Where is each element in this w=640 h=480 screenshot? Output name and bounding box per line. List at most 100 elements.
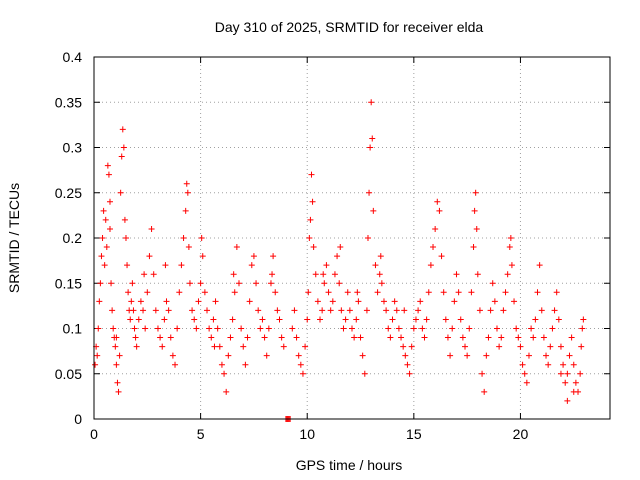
data-point (193, 325, 200, 332)
data-point (353, 316, 360, 323)
data-point (302, 343, 309, 350)
data-point (393, 307, 400, 314)
data-point (110, 325, 117, 332)
data-point (432, 225, 439, 232)
data-point (157, 334, 164, 341)
data-point (159, 343, 166, 350)
data-point (425, 289, 432, 296)
data-point (141, 271, 148, 278)
data-point (113, 361, 120, 368)
chart-title: Day 310 of 2025, SRMTID for receiver eld… (215, 19, 484, 35)
data-point (472, 189, 479, 196)
data-point (551, 307, 558, 314)
data-point (323, 262, 330, 269)
data-point (555, 316, 562, 323)
data-point (493, 325, 500, 332)
y-tick-label: 0 (74, 411, 82, 427)
data-point (263, 352, 270, 359)
data-point (272, 289, 279, 296)
data-point (218, 361, 225, 368)
data-point (566, 352, 573, 359)
data-point (479, 370, 486, 377)
data-point (504, 271, 511, 278)
data-point (391, 298, 398, 305)
data-point (253, 280, 260, 287)
data-point (560, 361, 567, 368)
data-point (444, 334, 451, 341)
data-point (291, 307, 298, 314)
data-point (176, 289, 183, 296)
grid-lines (94, 57, 610, 419)
data-point (307, 216, 314, 223)
data-point (329, 298, 336, 305)
data-point (474, 271, 481, 278)
data-point (538, 307, 545, 314)
y-tick-label: 0.05 (55, 366, 82, 382)
data-point (466, 325, 473, 332)
data-point (259, 316, 266, 323)
data-point (549, 325, 556, 332)
data-point (185, 244, 192, 251)
data-point (410, 325, 417, 332)
data-point (244, 334, 251, 341)
data-point (380, 298, 387, 305)
data-point (511, 298, 518, 305)
data-point (364, 235, 371, 241)
data-point (225, 352, 232, 359)
data-point (255, 307, 262, 314)
data-point (146, 253, 153, 260)
data-point (183, 180, 190, 187)
data-point (221, 370, 228, 377)
data-point (342, 316, 349, 323)
y-tick-label: 0.15 (55, 275, 82, 291)
data-point (278, 334, 285, 341)
data-point (368, 99, 375, 106)
data-point (189, 307, 196, 314)
data-point (206, 325, 213, 332)
data-point (398, 334, 405, 341)
data-point (152, 307, 159, 314)
data-point (355, 298, 362, 305)
data-point (216, 343, 223, 350)
data-point (118, 153, 125, 160)
data-point (468, 289, 475, 296)
data-point (447, 352, 454, 359)
data-points (92, 99, 587, 422)
data-point (172, 361, 179, 368)
data-point (309, 198, 316, 205)
data-point (276, 316, 283, 323)
data-point (210, 316, 217, 323)
data-point (204, 307, 211, 314)
data-point (487, 307, 494, 314)
data-point (320, 271, 327, 278)
data-point (105, 171, 112, 178)
data-point (140, 307, 147, 314)
data-point (455, 289, 462, 296)
data-point (580, 316, 587, 323)
data-point (366, 189, 373, 196)
data-point (150, 271, 157, 278)
data-point (178, 262, 185, 269)
axis-ticks: 0 0.05 0.1 0.15 0.2 0.25 0.3 0.35 0.4 0 5 10 15 20 (55, 49, 610, 442)
data-point (363, 307, 370, 314)
data-point (119, 126, 126, 133)
data-point (131, 325, 138, 332)
data-point (557, 370, 564, 377)
data-point (457, 316, 464, 323)
data-point (536, 262, 543, 269)
data-point (161, 316, 168, 323)
data-point (517, 343, 524, 350)
data-point (257, 325, 264, 332)
data-point (547, 343, 554, 350)
data-point (578, 343, 585, 350)
y-tick-label: 0.2 (63, 230, 83, 246)
data-point (133, 343, 140, 350)
data-point (289, 325, 296, 332)
data-point (230, 271, 237, 278)
data-point (246, 298, 253, 305)
data-point (521, 370, 528, 377)
data-point (310, 244, 317, 251)
y-axis-label: SRMTID / TECUs (6, 183, 22, 293)
data-point (274, 307, 281, 314)
